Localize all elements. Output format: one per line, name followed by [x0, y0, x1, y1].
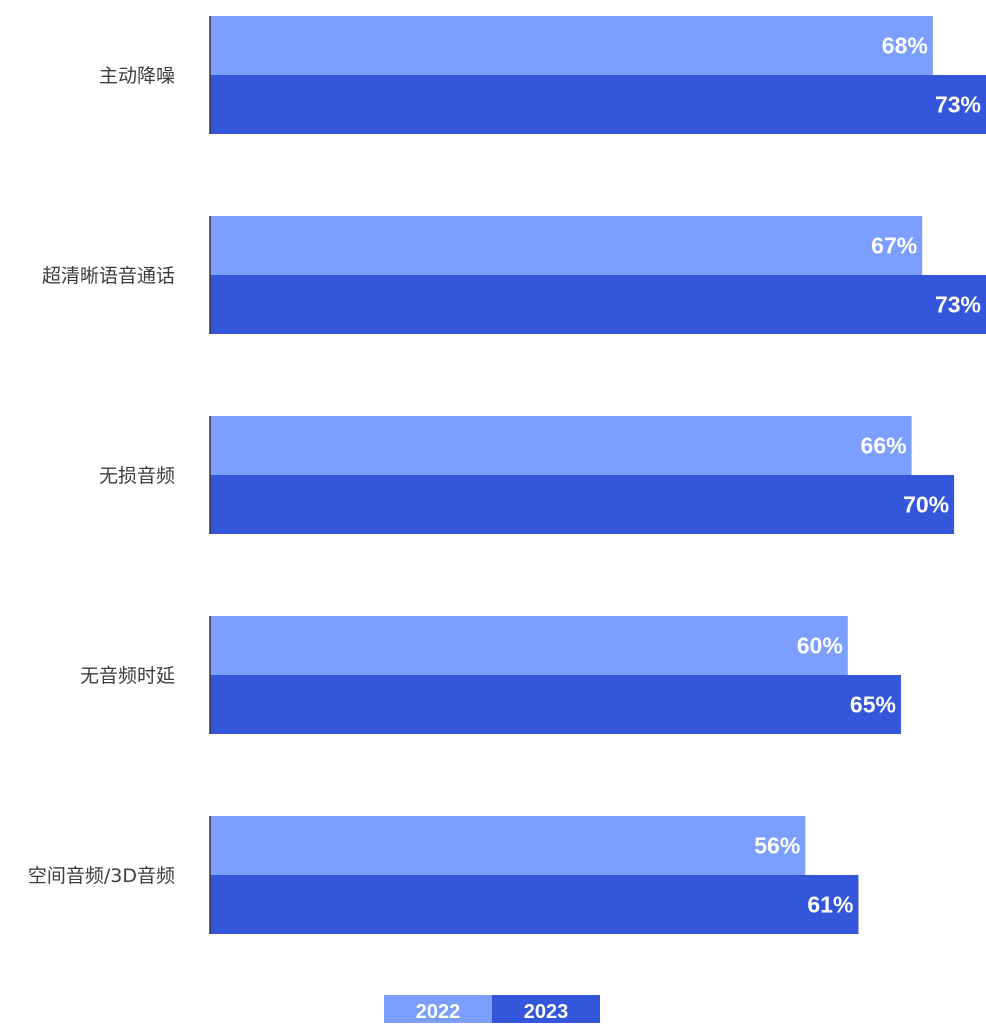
category-label-4: 空间音频/3D音频 [28, 865, 175, 887]
bar-2022-4 [210, 816, 806, 876]
data-label-2023-2: 70% [903, 492, 949, 518]
data-label-2022-2: 66% [861, 433, 907, 459]
bar-2022-3 [210, 616, 848, 676]
bar-2023-2 [210, 475, 955, 534]
data-label-2023-1: 73% [935, 292, 981, 318]
data-label-2023-3: 65% [850, 692, 896, 718]
bar-2022-0 [210, 16, 933, 76]
bar-2023-1 [210, 275, 986, 334]
chart-legend: 2022 2023 [384, 995, 600, 1023]
bar-2023-0 [210, 75, 986, 134]
bar-2023-3 [210, 675, 901, 734]
bar-2022-2 [210, 416, 912, 476]
bar-2023-4 [210, 875, 859, 934]
legend-item-2023: 2023 [492, 995, 600, 1023]
data-label-2022-4: 56% [754, 833, 800, 859]
category-label-1: 超清晰语音通话 [42, 265, 175, 287]
data-label-2022-0: 68% [882, 33, 928, 59]
data-label-2023-0: 73% [935, 92, 981, 118]
data-label-2022-3: 60% [797, 633, 843, 659]
bar-2022-1 [210, 216, 923, 276]
data-label-2022-1: 67% [871, 233, 917, 259]
data-label-2023-4: 61% [807, 892, 853, 918]
category-label-0: 主动降噪 [99, 65, 175, 87]
category-label-3: 无音频时延 [80, 665, 175, 687]
legend-item-2022: 2022 [384, 995, 492, 1023]
category-label-2: 无损音频 [99, 465, 175, 487]
